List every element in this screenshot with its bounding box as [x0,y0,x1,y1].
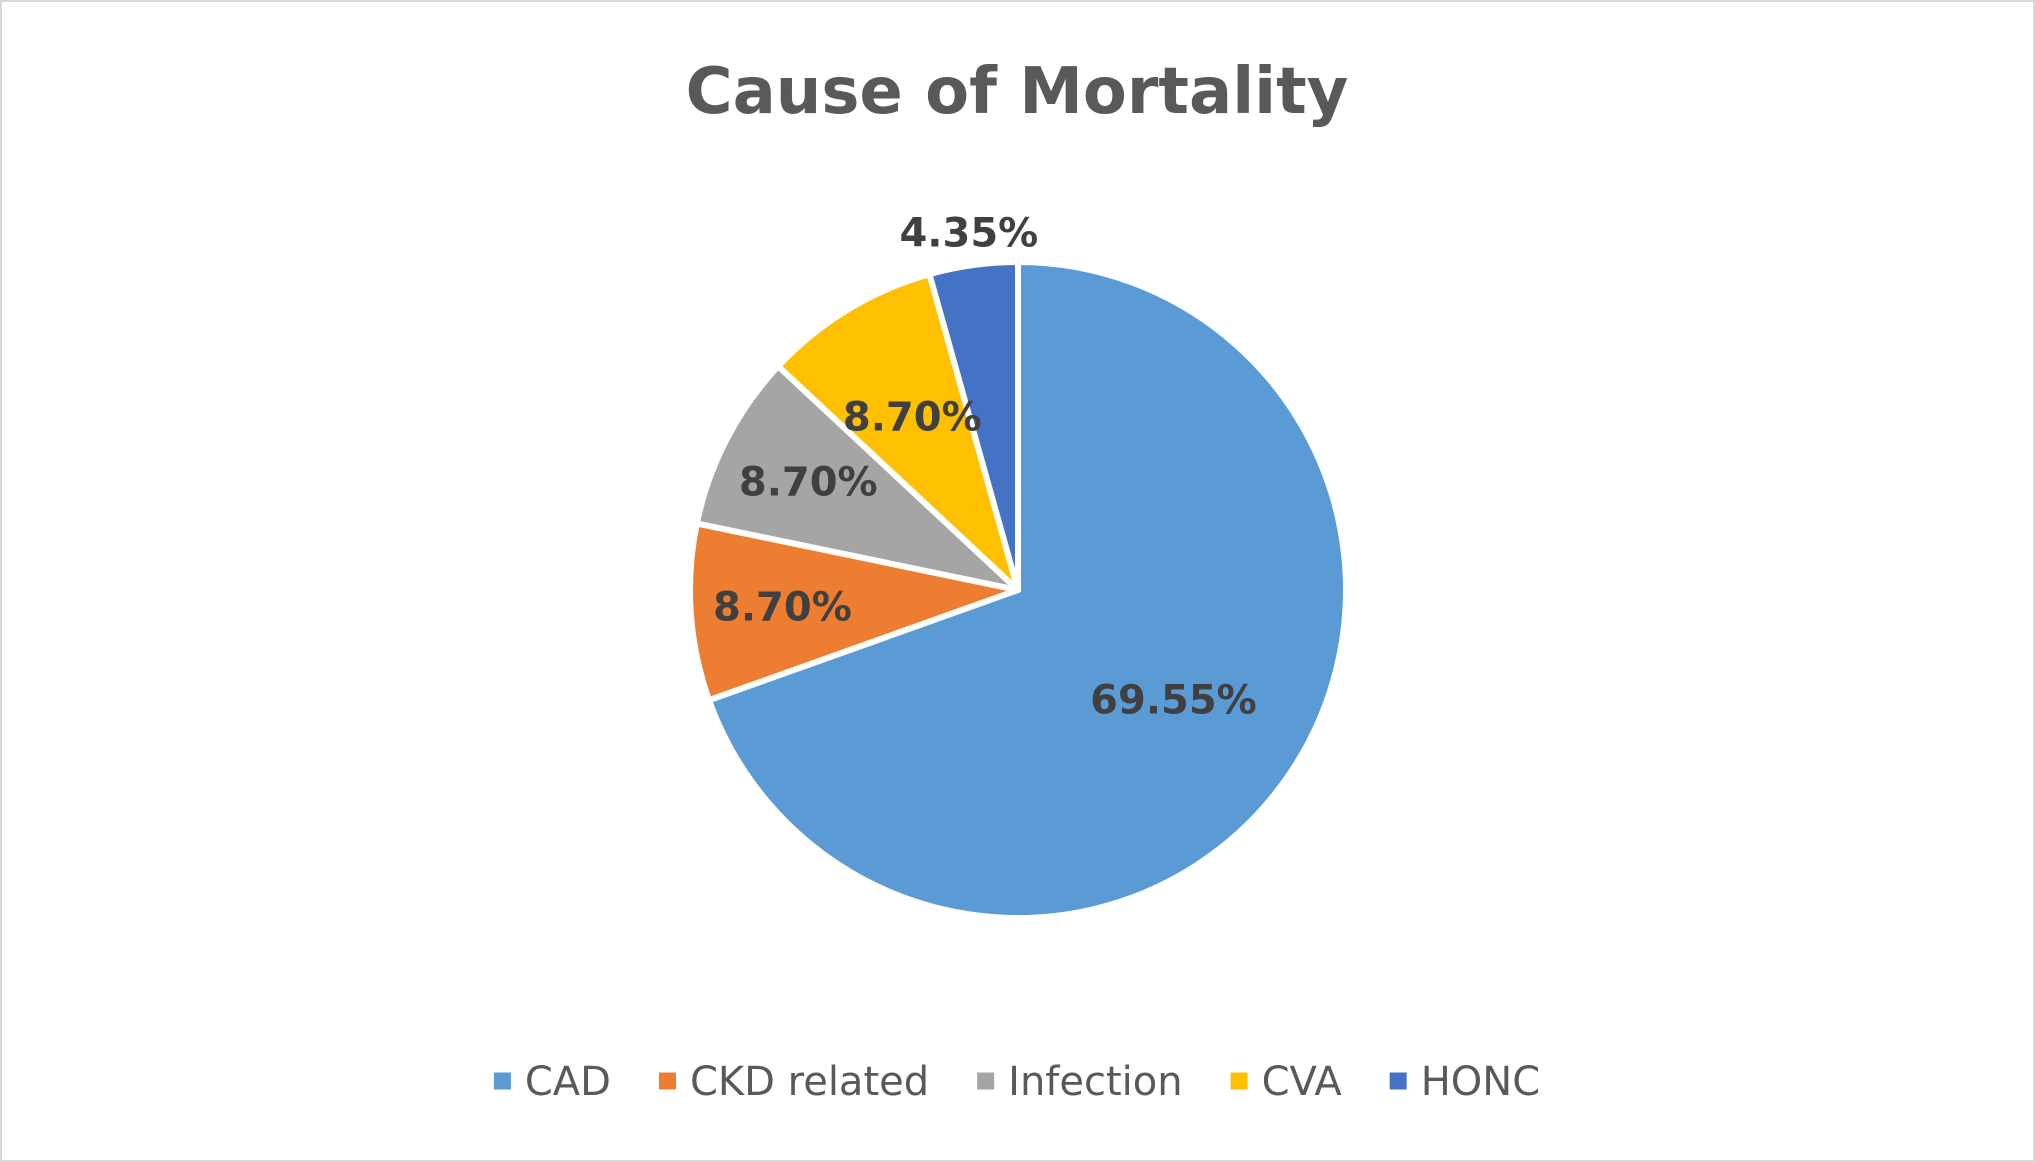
pie-slice-cad [706,259,1349,921]
legend-item-infection: Infection [977,1059,1183,1105]
legend-item-honc: HONC [1389,1059,1540,1105]
legend-label-honc: HONC [1421,1059,1540,1105]
legend-label-infection: Infection [1008,1059,1182,1105]
legend-label-cad: CAD [525,1059,611,1105]
legend-label-cva: CVA [1262,1059,1343,1105]
legend: CAD CKD related Infection CVA HONC [493,1059,1540,1105]
legend-item-cva: CVA [1230,1059,1343,1105]
pie-slice-infection [693,363,1021,593]
chart-title: Cause of Mortality [686,55,1349,129]
data-label-infection: 8.70% [739,459,878,505]
data-labels: 69.55% 8.70% 8.70% 8.70% 4.35% [713,211,1257,724]
data-label-ckd-related: 8.70% [713,584,852,630]
data-label-honc: 4.35% [899,211,1038,257]
legend-swatch-infection [977,1072,995,1090]
data-label-cad: 69.55% [1090,678,1257,724]
data-label-cva: 8.70% [843,394,982,440]
pie-slices [687,259,1349,921]
pie-slice-cva [775,271,1021,593]
pie-slice-ckd-related [687,520,1021,704]
legend-swatch-cad [493,1072,511,1090]
legend-label-ckd-related: CKD related [690,1059,929,1105]
legend-item-cad: CAD [493,1059,611,1105]
legend-item-ckd-related: CKD related [658,1059,929,1105]
pie-slice-honc [926,259,1021,593]
legend-swatch-cva [1230,1072,1248,1090]
legend-swatch-ckd-related [658,1072,676,1090]
legend-swatch-honc [1389,1072,1407,1090]
